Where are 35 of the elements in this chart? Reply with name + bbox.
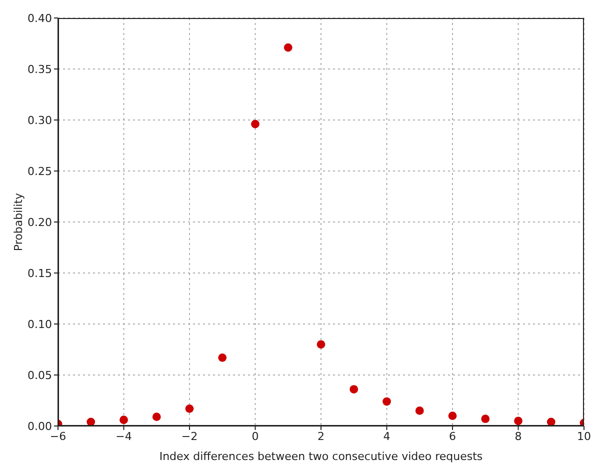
x-tick-label: 8 [514, 430, 522, 443]
point [415, 406, 424, 415]
y-tick-label: 0.05 [28, 368, 52, 382]
x-tick-label: 2 [318, 430, 324, 443]
x-tick-label: −4 [116, 430, 132, 443]
x-tick-label: 10 [577, 430, 591, 443]
y-tick-label: 0.15 [28, 266, 52, 280]
y-tick-label: 0.20 [28, 216, 52, 229]
y-tick-label: 0.25 [28, 164, 52, 178]
x-tick-label: 0 [252, 430, 259, 443]
x-tick-label: −2 [181, 430, 198, 443]
point [514, 416, 522, 426]
y-tick-label: 0.10 [28, 318, 52, 331]
point [448, 412, 457, 420]
y-tick-label: 0.40 [28, 12, 52, 25]
point [546, 418, 556, 426]
point [316, 340, 326, 349]
point [284, 43, 292, 52]
point [481, 414, 490, 424]
x-tick-label: 6 [449, 430, 456, 443]
y-axis-title: Probability [12, 192, 25, 252]
x-axis-title: Index differences between two consecutive video requests [159, 450, 483, 463]
point [218, 353, 227, 362]
point [350, 385, 358, 394]
point [185, 404, 194, 413]
point [120, 416, 128, 424]
x-tick-label: −6 [50, 430, 66, 443]
point [86, 418, 96, 426]
point [382, 397, 391, 406]
point [152, 412, 161, 422]
y-tick-label: 0.30 [28, 114, 52, 127]
y-tick-label: 0.00 [28, 420, 52, 433]
y-tick-label: 0.35 [28, 62, 52, 76]
point [251, 120, 260, 128]
x-tick-label: 4 [383, 430, 390, 443]
